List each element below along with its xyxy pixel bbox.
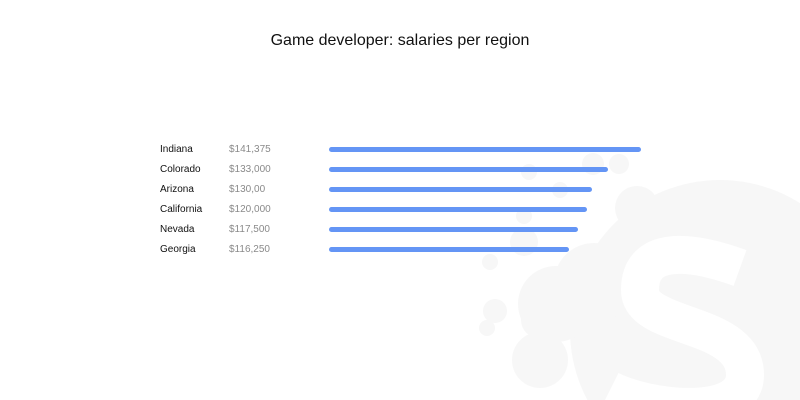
salary-value: $130,00 xyxy=(229,184,266,195)
chart-row: Arizona $130,00 xyxy=(0,184,800,204)
chart-row: Georgia $116,250 xyxy=(0,244,800,264)
salary-bar xyxy=(329,187,592,192)
chart-title: Game developer: salaries per region xyxy=(270,32,530,49)
salary-value: $116,250 xyxy=(229,244,270,255)
region-label: Indiana xyxy=(160,144,193,155)
chart-row: Colorado $133,000 xyxy=(0,164,800,184)
chart-row: Nevada $117,500 xyxy=(0,224,800,244)
salary-bar xyxy=(329,167,608,172)
salary-bar xyxy=(329,227,578,232)
region-label: Nevada xyxy=(160,224,195,235)
region-label: California xyxy=(160,204,203,215)
logo-s-glyph xyxy=(605,236,765,400)
chart-row: California $120,000 xyxy=(0,204,800,224)
salary-value: $117,500 xyxy=(229,224,270,235)
region-label: Colorado xyxy=(160,164,201,175)
chart-row: Indiana $141,375 xyxy=(0,144,800,164)
region-label: Arizona xyxy=(160,184,194,195)
salary-value: $120,000 xyxy=(229,204,271,215)
region-label: Georgia xyxy=(160,244,196,255)
salary-value: $141,375 xyxy=(229,144,271,155)
salary-bar xyxy=(329,247,569,252)
salary-bar xyxy=(329,207,587,212)
salary-value: $133,000 xyxy=(229,164,271,175)
salary-bar xyxy=(329,147,641,152)
